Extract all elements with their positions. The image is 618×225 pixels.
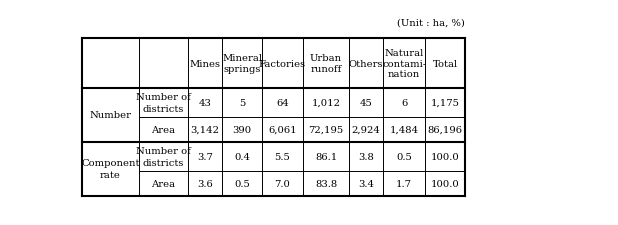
Text: Factories: Factories	[259, 59, 306, 68]
Text: 72,195: 72,195	[308, 125, 344, 134]
Text: 3.8: 3.8	[358, 152, 374, 161]
Text: 3.7: 3.7	[197, 152, 213, 161]
Text: 0.5: 0.5	[396, 152, 412, 161]
Text: 86,196: 86,196	[428, 125, 463, 134]
Text: 43: 43	[199, 99, 211, 108]
Text: 1,012: 1,012	[311, 99, 341, 108]
Text: Area: Area	[151, 179, 176, 188]
Text: 1.7: 1.7	[396, 179, 412, 188]
Text: 5: 5	[239, 99, 245, 108]
Text: 1,484: 1,484	[389, 125, 419, 134]
Text: 2,924: 2,924	[352, 125, 381, 134]
Text: 7.0: 7.0	[274, 179, 290, 188]
Text: 0.4: 0.4	[234, 152, 250, 161]
Text: Total: Total	[433, 59, 458, 68]
Text: Number: Number	[89, 111, 131, 120]
Text: (Unit : ha, %): (Unit : ha, %)	[397, 18, 465, 27]
Text: 1,175: 1,175	[431, 99, 460, 108]
Text: 64: 64	[276, 99, 289, 108]
Text: 5.5: 5.5	[274, 152, 290, 161]
Text: 6,061: 6,061	[268, 125, 297, 134]
Text: 3,142: 3,142	[190, 125, 219, 134]
Text: 100.0: 100.0	[431, 152, 459, 161]
Text: 100.0: 100.0	[431, 179, 459, 188]
Text: Mines: Mines	[190, 59, 221, 68]
Text: Number of
districts: Number of districts	[136, 147, 191, 167]
Text: 86.1: 86.1	[315, 152, 337, 161]
Text: 6: 6	[401, 99, 407, 108]
Text: Mineral
springs: Mineral springs	[222, 54, 262, 74]
Text: Urban
runoff: Urban runoff	[310, 54, 342, 74]
Text: Number of
districts: Number of districts	[136, 93, 191, 113]
Text: 83.8: 83.8	[315, 179, 337, 188]
Text: Others: Others	[349, 59, 383, 68]
Text: 390: 390	[232, 125, 252, 134]
Text: Component
rate: Component rate	[81, 159, 140, 179]
Text: Area: Area	[151, 125, 176, 134]
Text: 45: 45	[360, 99, 373, 108]
Text: 0.5: 0.5	[234, 179, 250, 188]
Text: 3.4: 3.4	[358, 179, 374, 188]
Text: 3.6: 3.6	[197, 179, 213, 188]
Text: Natural
contami-
nation: Natural contami- nation	[382, 49, 426, 79]
